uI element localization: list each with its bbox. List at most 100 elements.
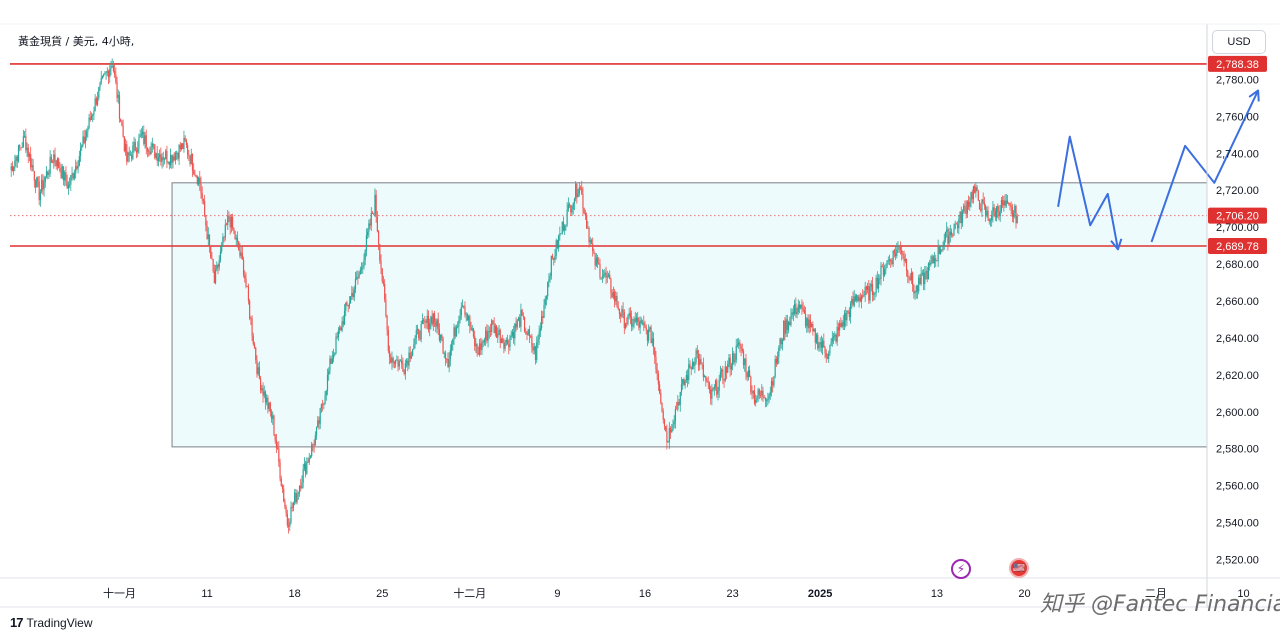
candle-body — [568, 204, 571, 206]
candle-body — [586, 215, 588, 229]
x-tick-label: 2025 — [808, 588, 832, 600]
candle-body — [778, 347, 780, 358]
candle-body — [448, 359, 450, 368]
candle-body — [736, 344, 739, 347]
candle-body — [583, 208, 585, 213]
candle-body — [195, 175, 197, 177]
candle-body — [463, 305, 465, 307]
candle-body — [502, 339, 504, 343]
candle-body — [79, 148, 82, 157]
candle-body — [815, 334, 818, 343]
candle-body — [364, 250, 366, 260]
candle-body — [190, 153, 192, 164]
candle-body — [36, 177, 38, 188]
candle-body — [763, 397, 765, 399]
candle-body — [592, 244, 594, 251]
candle-body — [612, 291, 614, 298]
candle-body — [759, 394, 762, 396]
candle-body — [69, 184, 71, 186]
candle-body — [511, 331, 513, 336]
candle-body — [152, 143, 155, 145]
candle-body — [109, 69, 111, 78]
candle-body — [470, 326, 472, 331]
candle-body — [135, 150, 138, 153]
candle-body — [559, 233, 561, 237]
candle-body — [831, 338, 833, 342]
candle-body — [464, 306, 466, 315]
y-tick-label: 2,580.00 — [1216, 444, 1259, 456]
candle-body — [311, 444, 313, 457]
candle-body — [368, 223, 370, 233]
candle-body — [228, 216, 230, 218]
candle-body — [621, 309, 623, 317]
candle-body — [1010, 205, 1012, 207]
candle-body — [859, 297, 861, 302]
candle-body — [90, 115, 93, 120]
candle-body — [382, 281, 385, 284]
candle-body — [169, 154, 172, 165]
tradingview-brand[interactable]: 17 TradingView — [10, 615, 93, 630]
candle-body — [922, 272, 925, 285]
candle-body — [238, 241, 240, 251]
candle-body — [985, 205, 987, 216]
candle-body — [405, 360, 408, 364]
candle-body — [561, 222, 563, 234]
y-tick-label: 2,740.00 — [1216, 148, 1259, 160]
candle-body — [798, 304, 801, 309]
candle-body — [902, 253, 904, 256]
candle-body — [890, 259, 892, 262]
candle-body — [1004, 200, 1006, 206]
candle-body — [839, 323, 841, 331]
candle-body — [275, 440, 278, 448]
currency-button[interactable]: USD — [1212, 30, 1266, 54]
candle-body — [182, 143, 184, 149]
candle-body — [542, 316, 544, 318]
lightning-icon[interactable]: ⚡ — [951, 559, 971, 579]
candle-body — [491, 320, 493, 332]
candle-body — [510, 335, 512, 338]
candle-body — [701, 363, 703, 365]
candle-body — [272, 415, 274, 419]
candle-body — [281, 485, 284, 489]
candle-body — [183, 137, 185, 149]
candle-body — [970, 192, 972, 203]
flag-icon[interactable]: 🇺🇸 — [1009, 558, 1029, 578]
candle-body — [926, 270, 928, 280]
candle-body — [796, 311, 798, 315]
candle-body — [749, 370, 751, 377]
candle-body — [306, 461, 308, 474]
candle-body — [469, 316, 471, 327]
candle-body — [1011, 206, 1013, 217]
candle-body — [269, 402, 271, 412]
candle-body — [963, 205, 965, 212]
candle-body — [901, 250, 903, 254]
candle-body — [714, 380, 717, 388]
candle-body — [120, 118, 122, 122]
candle-body — [145, 135, 147, 148]
candle-body — [818, 344, 820, 349]
candle-body — [556, 240, 559, 249]
candle-body — [623, 311, 625, 329]
candle-body — [319, 408, 321, 424]
candle-body — [854, 296, 857, 301]
candle-body — [78, 156, 80, 166]
candle-body — [601, 276, 604, 278]
candle-body — [156, 153, 158, 162]
candle-body — [73, 173, 76, 179]
candle-body — [160, 154, 162, 162]
candle-body — [76, 166, 78, 169]
candle-body — [870, 283, 872, 287]
candle-body — [388, 350, 391, 358]
candle-body — [884, 269, 886, 276]
candle-body — [707, 381, 709, 383]
candle-body — [436, 319, 438, 327]
candle-body — [143, 131, 145, 144]
candle-body — [444, 353, 447, 359]
candle-body — [673, 421, 675, 425]
candle-body — [871, 283, 874, 295]
x-tick-label: 13 — [931, 588, 943, 600]
candle-body — [961, 211, 964, 224]
candle-body — [536, 342, 538, 361]
candle-body — [273, 415, 275, 435]
